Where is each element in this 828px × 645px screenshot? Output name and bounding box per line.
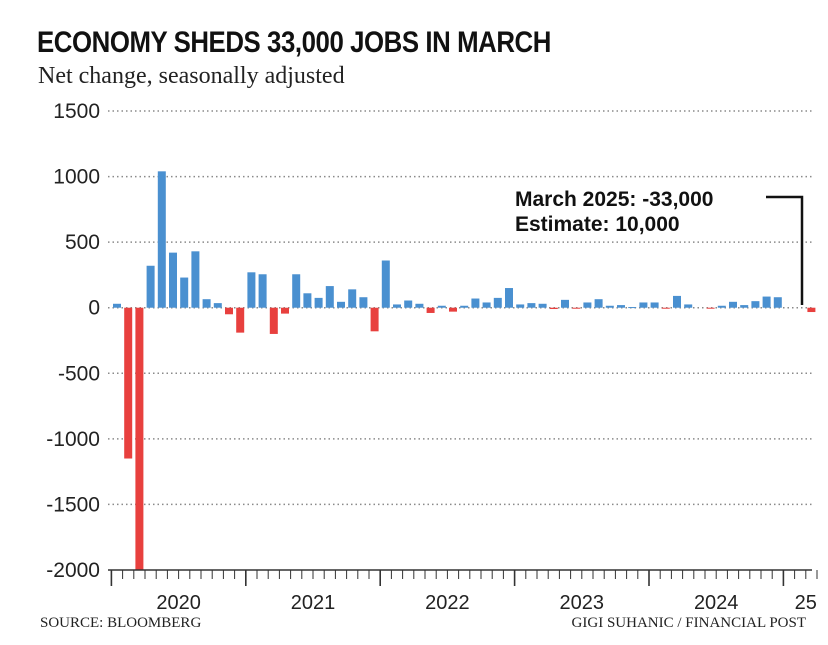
bar-2022-10: [482, 302, 491, 308]
bar-2023-10: [617, 305, 625, 308]
bar-2021-11: [359, 297, 368, 308]
bar-2021-03: [269, 307, 278, 334]
bar-2021-09: [337, 301, 345, 308]
y-tick-label: -2000: [46, 559, 100, 582]
bar-2022-01: [381, 260, 390, 308]
x-tick-label-25: 25: [795, 592, 817, 614]
bar-2021-01: [247, 272, 256, 308]
gridlines: [108, 110, 812, 506]
bar-2023-12: [639, 302, 648, 308]
chart-title: ECONOMY SHEDS 33,000 JOBS IN MARCH: [37, 26, 551, 59]
y-tick-label: 1500: [53, 100, 100, 123]
bar-2020-11: [225, 307, 233, 315]
annotation: March 2025: -33,000 Estimate: 10,000: [515, 188, 804, 305]
bar-2024-10: [751, 301, 760, 308]
bar-2022-05: [426, 307, 435, 313]
bar-2024-08: [729, 301, 737, 308]
x-tick-label-2022: 2022: [425, 592, 470, 614]
bar-2024-06: [706, 307, 715, 309]
bar-2024-09: [740, 305, 749, 308]
annotation-estimate: Estimate: 10,000: [515, 213, 680, 236]
bar-2023-05: [561, 299, 569, 308]
bar-2020-08: [191, 251, 200, 308]
bar-2021-05: [292, 274, 301, 308]
bar-2022-03: [404, 300, 413, 308]
y-tick-label: -500: [58, 362, 100, 385]
credit-note: GIGI SUHANIC / FINANCIAL POST: [571, 615, 806, 631]
bar-2023-01: [516, 304, 525, 308]
bar-2023-08: [594, 299, 603, 308]
bar-2020-10: [213, 303, 222, 308]
bar-2023-04: [549, 307, 558, 310]
bar-2024-02: [661, 307, 670, 309]
bar-2023-07: [583, 302, 592, 308]
x-tick-label-2021: 2021: [291, 592, 336, 614]
bar-2020-05: [157, 171, 166, 308]
bar-2024-07: [717, 305, 726, 308]
x-tick-label-2023: 2023: [560, 592, 605, 614]
bar-2021-12: [370, 307, 379, 332]
x-tick-label-2020: 2020: [156, 592, 201, 614]
bar-2021-04: [281, 307, 289, 314]
y-tick-label: 0: [88, 297, 100, 320]
bar-2020-01: [113, 303, 121, 308]
y-tick-label: -1500: [46, 493, 100, 516]
bar-2020-03: [135, 307, 144, 570]
bar-2025-03: [807, 307, 816, 313]
bar-2020-12: [236, 307, 245, 333]
bar-2021-02: [258, 274, 267, 308]
bar-2021-10: [348, 289, 357, 308]
bar-2023-09: [605, 305, 614, 308]
bar-2022-08: [460, 305, 469, 308]
bar-2022-02: [393, 304, 401, 308]
bar-2024-11: [762, 296, 771, 308]
annotation-march-2025: March 2025: -33,000: [515, 188, 713, 211]
y-tick-label: 500: [65, 231, 100, 254]
annotation-leader-line: [766, 195, 804, 305]
bar-2023-03: [538, 303, 547, 308]
x-axis-labels: 2020 2021 2022 2023 2024 25: [156, 592, 817, 614]
bar-2021-08: [325, 286, 334, 308]
y-tick-label: 1000: [53, 166, 100, 189]
bar-2023-06: [572, 307, 581, 309]
bar-2020-09: [202, 299, 211, 308]
bar-2024-03: [673, 295, 681, 308]
bar-2020-04: [146, 265, 155, 308]
bar-2021-07: [314, 297, 323, 308]
bar-2024-12: [773, 297, 782, 308]
bar-2022-09: [471, 298, 480, 308]
x-axis: [108, 569, 818, 586]
y-tick-label: -1000: [46, 428, 100, 451]
source-note: SOURCE: BLOOMBERG: [40, 615, 202, 631]
bar-2021-06: [303, 293, 312, 308]
bar-2020-02: [124, 307, 133, 459]
x-tick-label-2024: 2024: [694, 592, 739, 614]
y-axis-labels: 1500 1000 500 0 -500 -1000 -1500 -2000: [46, 100, 100, 582]
bars: [113, 171, 816, 570]
bar-2022-04: [415, 303, 424, 308]
bar-2020-06: [169, 252, 177, 308]
bar-2023-02: [527, 303, 536, 308]
bar-2020-07: [180, 277, 189, 308]
bar-2022-07: [449, 307, 457, 312]
chart-subtitle: Net change, seasonally adjusted: [38, 63, 345, 89]
bar-2022-11: [493, 297, 502, 308]
bar-2023-11: [628, 307, 637, 309]
bar-2024-04: [684, 304, 693, 308]
bar-2022-12: [505, 288, 513, 308]
bar-2022-06: [437, 305, 446, 308]
bar-2024-01: [650, 302, 659, 308]
